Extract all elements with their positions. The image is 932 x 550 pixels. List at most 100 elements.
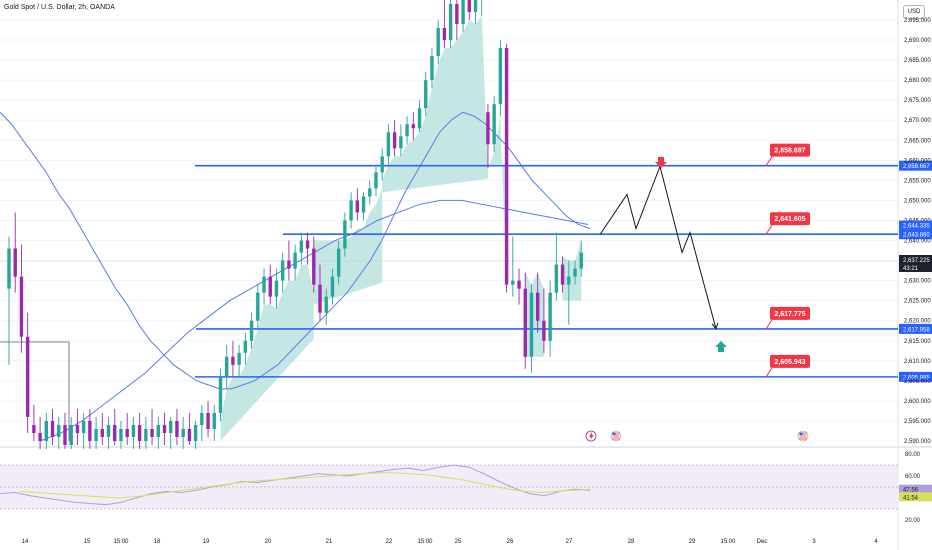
projection-arrowhead bbox=[711, 322, 719, 330]
candle-body bbox=[448, 3, 453, 41]
candle-body bbox=[206, 412, 210, 429]
candle-body bbox=[187, 428, 192, 441]
cloud-segment bbox=[382, 15, 488, 193]
arrow-down-red-icon bbox=[655, 157, 667, 168]
callout-leader bbox=[765, 319, 773, 330]
candle-body bbox=[181, 428, 185, 437]
price-tag-label: 2,644.335 bbox=[903, 224, 930, 230]
price-tick-label: 2,615.000 bbox=[904, 339, 931, 345]
candle-body bbox=[312, 248, 316, 285]
candle-body bbox=[287, 260, 291, 269]
candle-body bbox=[144, 428, 148, 441]
time-tick-label: 15 bbox=[84, 539, 91, 545]
currency-button[interactable]: USD bbox=[903, 5, 925, 19]
price-tag-label: 2,643.860 bbox=[903, 233, 930, 239]
candle-body bbox=[7, 248, 11, 289]
time-axis[interactable]: 14 15 15:00 18 19 20 21 22 15:00 25 26 27 28 29 15:00 D… bbox=[22, 539, 879, 545]
candle-body bbox=[225, 356, 229, 377]
candle-body bbox=[405, 124, 409, 137]
candle-body bbox=[69, 424, 73, 446]
candle-body bbox=[32, 424, 36, 433]
level-axis-tag bbox=[899, 160, 932, 171]
candle-body bbox=[88, 420, 92, 441]
candle-body bbox=[386, 132, 391, 157]
candle-body bbox=[262, 276, 266, 293]
level-callout bbox=[770, 354, 810, 368]
candle-body bbox=[218, 376, 223, 413]
cloud-segment bbox=[487, 116, 507, 293]
candle-body bbox=[231, 356, 235, 365]
candle-body bbox=[106, 424, 111, 437]
time-tick-label: Dec bbox=[757, 539, 768, 545]
time-tick-label: 25 bbox=[455, 539, 462, 545]
candle-body bbox=[13, 248, 17, 277]
projection-line bbox=[599, 164, 717, 329]
countdown-label: 43:21 bbox=[903, 266, 919, 272]
arrow-up-teal-icon bbox=[715, 341, 727, 352]
time-tick-label: 15:00 bbox=[113, 539, 129, 545]
cloud-segment bbox=[220, 264, 314, 441]
drawing-objects bbox=[0, 341, 70, 441]
level-callout-text: 2,658.697 bbox=[774, 148, 805, 155]
price-tick-label: 2,640.000 bbox=[904, 239, 931, 245]
level-callout bbox=[770, 306, 810, 320]
candle-body bbox=[399, 136, 403, 149]
candle-body bbox=[75, 424, 80, 433]
candle-body bbox=[411, 124, 415, 129]
price-tick-label: 2,600.000 bbox=[904, 399, 931, 405]
candle-body bbox=[355, 200, 360, 213]
candle-body bbox=[498, 48, 503, 105]
price-tick-label: 2,670.000 bbox=[904, 118, 931, 124]
projection-path[interactable] bbox=[599, 164, 719, 330]
price-tick-label: 2,655.000 bbox=[904, 178, 931, 184]
rsi-tick-label: 20.00 bbox=[905, 518, 921, 524]
rsi-ma-line bbox=[19, 472, 591, 499]
candle-body bbox=[150, 428, 154, 437]
level-callout-text: 2,617.775 bbox=[774, 311, 805, 318]
candle-body bbox=[567, 276, 571, 285]
candle-body bbox=[467, 0, 471, 12]
candle-body bbox=[25, 336, 30, 417]
candle-body bbox=[256, 292, 260, 321]
candle-body bbox=[119, 428, 123, 441]
event-icons[interactable] bbox=[585, 157, 809, 442]
price-tick-label: 2,685.000 bbox=[904, 58, 931, 64]
chart-title: Gold Spot / U.S. Dollar, 2h, OANDA bbox=[4, 4, 115, 11]
last-price-label: 2,637.225 bbox=[903, 258, 930, 264]
candle-body bbox=[579, 252, 583, 269]
time-tick-label: 22 bbox=[386, 539, 393, 545]
candle-body bbox=[343, 220, 347, 249]
candle-body bbox=[44, 420, 49, 441]
candle-body bbox=[529, 292, 534, 357]
price-tick-label: 2,660.000 bbox=[904, 158, 931, 164]
level-axis-label: 2,658.667 bbox=[903, 164, 930, 170]
price-tags: 2,644.335 2,643.860 2,637.225 43:21 bbox=[899, 220, 932, 272]
price-tick-label: 2,665.000 bbox=[904, 138, 931, 144]
rsi-tick-label: 60.00 bbox=[905, 474, 921, 480]
candle-body bbox=[200, 412, 204, 425]
candle-body bbox=[523, 288, 527, 357]
candle-body bbox=[324, 296, 328, 313]
price-tick-label: 2,675.000 bbox=[904, 98, 931, 104]
rsi-ma-label: 41.54 bbox=[903, 495, 919, 501]
candle-body bbox=[137, 424, 142, 441]
candle-body bbox=[299, 240, 304, 253]
candle-body bbox=[330, 276, 335, 297]
candle-body bbox=[511, 280, 515, 285]
price-tick-label: 2,625.000 bbox=[904, 299, 931, 305]
candle-body bbox=[504, 48, 509, 285]
candle-body bbox=[486, 112, 490, 145]
candle-body bbox=[274, 280, 279, 297]
time-tick-label: 15:00 bbox=[417, 539, 433, 545]
candle-body bbox=[554, 264, 559, 293]
price-tick-label: 2,630.000 bbox=[904, 279, 931, 285]
lightning-glyph bbox=[589, 432, 594, 440]
candle-body bbox=[193, 424, 198, 441]
rsi-value-label: 47.56 bbox=[903, 488, 919, 494]
candle-body bbox=[280, 260, 285, 281]
candle-body bbox=[442, 28, 447, 41]
candle-body bbox=[392, 132, 397, 149]
